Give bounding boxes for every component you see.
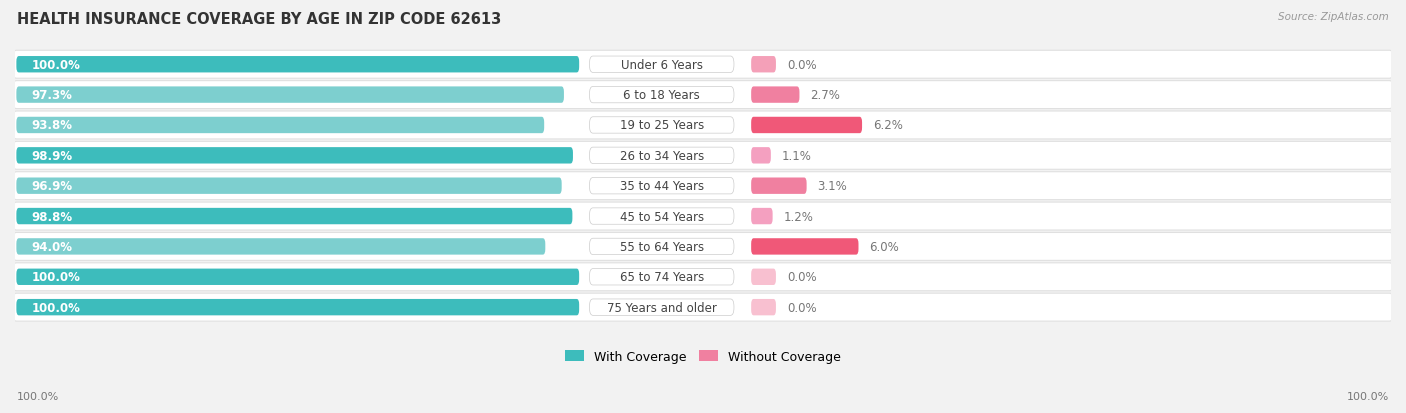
FancyBboxPatch shape bbox=[13, 81, 1393, 109]
Text: 100.0%: 100.0% bbox=[17, 392, 59, 401]
Text: 93.8%: 93.8% bbox=[31, 119, 73, 132]
FancyBboxPatch shape bbox=[13, 112, 1393, 140]
FancyBboxPatch shape bbox=[589, 117, 734, 134]
Text: 97.3%: 97.3% bbox=[31, 89, 72, 102]
FancyBboxPatch shape bbox=[589, 57, 734, 73]
FancyBboxPatch shape bbox=[13, 51, 1393, 79]
Text: 100.0%: 100.0% bbox=[31, 301, 80, 314]
Text: 100.0%: 100.0% bbox=[1347, 392, 1389, 401]
Text: 6 to 18 Years: 6 to 18 Years bbox=[623, 89, 700, 102]
FancyBboxPatch shape bbox=[589, 269, 734, 285]
Text: 96.9%: 96.9% bbox=[31, 180, 73, 193]
FancyBboxPatch shape bbox=[13, 294, 1393, 321]
FancyBboxPatch shape bbox=[17, 208, 572, 225]
FancyBboxPatch shape bbox=[17, 57, 579, 73]
Text: 0.0%: 0.0% bbox=[787, 59, 817, 71]
FancyBboxPatch shape bbox=[751, 239, 859, 255]
FancyBboxPatch shape bbox=[751, 87, 800, 104]
Text: 55 to 64 Years: 55 to 64 Years bbox=[620, 240, 704, 253]
Text: 100.0%: 100.0% bbox=[31, 59, 80, 71]
FancyBboxPatch shape bbox=[589, 299, 734, 316]
Text: 1.2%: 1.2% bbox=[783, 210, 814, 223]
FancyBboxPatch shape bbox=[589, 208, 734, 225]
FancyBboxPatch shape bbox=[751, 208, 773, 225]
FancyBboxPatch shape bbox=[13, 172, 1393, 200]
FancyBboxPatch shape bbox=[13, 263, 1393, 291]
Text: 3.1%: 3.1% bbox=[818, 180, 848, 193]
Text: 26 to 34 Years: 26 to 34 Years bbox=[620, 150, 704, 162]
FancyBboxPatch shape bbox=[751, 269, 776, 285]
Text: 6.0%: 6.0% bbox=[869, 240, 900, 253]
FancyBboxPatch shape bbox=[751, 57, 776, 73]
FancyBboxPatch shape bbox=[17, 148, 574, 164]
Text: 6.2%: 6.2% bbox=[873, 119, 903, 132]
Text: 94.0%: 94.0% bbox=[31, 240, 73, 253]
FancyBboxPatch shape bbox=[751, 117, 862, 134]
FancyBboxPatch shape bbox=[13, 203, 1393, 230]
Text: 1.1%: 1.1% bbox=[782, 150, 811, 162]
Text: Source: ZipAtlas.com: Source: ZipAtlas.com bbox=[1278, 12, 1389, 22]
Text: 2.7%: 2.7% bbox=[810, 89, 841, 102]
FancyBboxPatch shape bbox=[17, 87, 564, 104]
FancyBboxPatch shape bbox=[17, 239, 546, 255]
FancyBboxPatch shape bbox=[17, 178, 561, 195]
FancyBboxPatch shape bbox=[17, 117, 544, 134]
Text: 98.9%: 98.9% bbox=[31, 150, 73, 162]
FancyBboxPatch shape bbox=[589, 87, 734, 104]
FancyBboxPatch shape bbox=[589, 178, 734, 195]
Text: 45 to 54 Years: 45 to 54 Years bbox=[620, 210, 704, 223]
FancyBboxPatch shape bbox=[751, 148, 770, 164]
Text: 75 Years and older: 75 Years and older bbox=[607, 301, 717, 314]
FancyBboxPatch shape bbox=[589, 239, 734, 255]
Text: 35 to 44 Years: 35 to 44 Years bbox=[620, 180, 704, 193]
Text: 19 to 25 Years: 19 to 25 Years bbox=[620, 119, 704, 132]
FancyBboxPatch shape bbox=[17, 299, 579, 316]
FancyBboxPatch shape bbox=[751, 299, 776, 316]
Text: Under 6 Years: Under 6 Years bbox=[620, 59, 703, 71]
Text: HEALTH INSURANCE COVERAGE BY AGE IN ZIP CODE 62613: HEALTH INSURANCE COVERAGE BY AGE IN ZIP … bbox=[17, 12, 501, 27]
FancyBboxPatch shape bbox=[13, 233, 1393, 261]
Text: 65 to 74 Years: 65 to 74 Years bbox=[620, 271, 704, 284]
FancyBboxPatch shape bbox=[17, 269, 579, 285]
FancyBboxPatch shape bbox=[589, 148, 734, 164]
Text: 100.0%: 100.0% bbox=[31, 271, 80, 284]
Legend: With Coverage, Without Coverage: With Coverage, Without Coverage bbox=[561, 345, 845, 368]
Text: 0.0%: 0.0% bbox=[787, 301, 817, 314]
FancyBboxPatch shape bbox=[13, 142, 1393, 170]
FancyBboxPatch shape bbox=[751, 178, 807, 195]
Text: 0.0%: 0.0% bbox=[787, 271, 817, 284]
Text: 98.8%: 98.8% bbox=[31, 210, 73, 223]
